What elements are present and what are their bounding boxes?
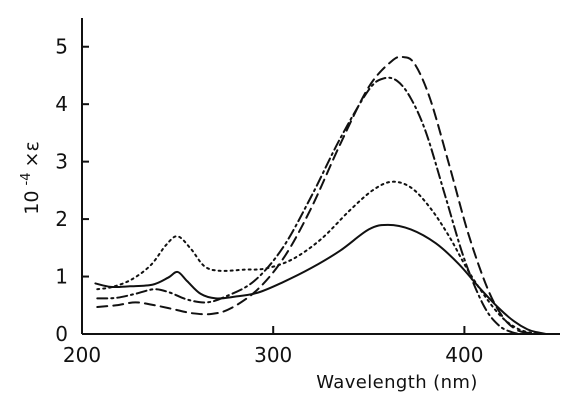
y-tick-label: 5 bbox=[55, 35, 68, 59]
y-tick-label: 0 bbox=[55, 322, 68, 346]
labels-layer: Wavelength (nm) 10 -4 ×ε bbox=[15, 141, 478, 393]
x-axis-label: Wavelength (nm) bbox=[316, 372, 478, 393]
y-axis-label: 10 -4 ×ε bbox=[15, 141, 43, 215]
y-tick-label: 4 bbox=[55, 92, 68, 116]
series-line-solid bbox=[94, 223, 548, 335]
x-tick-label: 400 bbox=[445, 343, 483, 367]
series-line-dotted bbox=[96, 180, 544, 335]
y-axis-label-text: 10 -4 ×ε bbox=[15, 141, 43, 215]
x-tick-label: 200 bbox=[63, 343, 101, 367]
y-tick-label: 3 bbox=[55, 150, 68, 174]
y-tick-label: 1 bbox=[55, 265, 68, 289]
x-tick-label: 300 bbox=[254, 343, 292, 367]
series-line-dashdot bbox=[96, 76, 523, 335]
y-axis-label-exponent: -4 bbox=[19, 173, 34, 186]
y-axis-label-base: 10 bbox=[21, 191, 43, 215]
series-line-dashed bbox=[96, 55, 539, 335]
series-layer bbox=[94, 55, 548, 335]
y-tick-label: 2 bbox=[55, 207, 68, 231]
axes-layer bbox=[81, 18, 560, 335]
ticks-layer: 0 1 2 3 4 5 200 300 400 bbox=[55, 35, 483, 367]
y-axis-label-tail: ×ε bbox=[21, 141, 43, 167]
